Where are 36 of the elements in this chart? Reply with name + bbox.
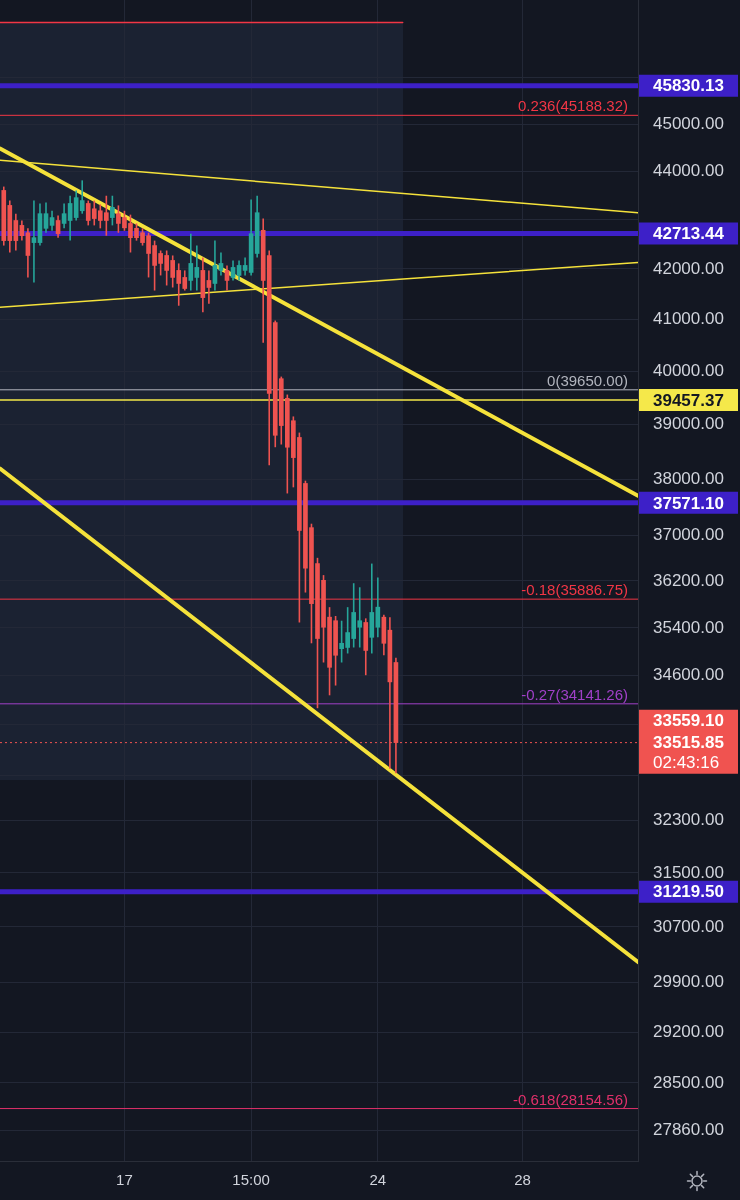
y-tick-label: 44000.00 (653, 160, 724, 180)
y-tick-label: 45000.00 (653, 113, 724, 133)
x-tick-label: 17 (116, 1171, 133, 1189)
y-tick-label: 27860.00 (653, 1120, 724, 1140)
x-tick-label: 24 (369, 1171, 387, 1189)
y-tick-label: 29200.00 (653, 1021, 724, 1041)
ref-line-label: 31219.50 (653, 882, 724, 902)
ref-line-label: 0(39650.00) (547, 371, 628, 389)
y-tick-label: 31500.00 (653, 862, 724, 882)
y-tick-label: 37000.00 (653, 524, 724, 544)
y-tick-label: 32300.00 (653, 809, 724, 829)
x-tick-label: 15:00 (232, 1171, 270, 1189)
candlestick (31, 200, 37, 283)
y-tick-label: 29900.00 (653, 971, 724, 991)
y-tick-label: 35400.00 (653, 617, 724, 637)
y-tick-label: 38000.00 (653, 468, 724, 488)
ref-line-label: 33515.85 (653, 733, 724, 753)
y-tick-label: 36200.00 (653, 570, 724, 590)
ref-line-label: 39457.37 (653, 390, 724, 410)
y-tick-label: 39000.00 (653, 414, 724, 434)
text: 33559.10 (653, 711, 724, 731)
y-tick-label: 42000.00 (653, 258, 724, 278)
y-tick-label: 41000.00 (653, 309, 724, 329)
ref-line-label: 42713.44 (653, 224, 725, 244)
x-tick-label: 28 (514, 1171, 531, 1189)
ref-line-label: 0.236(45188.32) (517, 97, 628, 115)
y-tick-label: 40000.00 (653, 361, 724, 381)
ref-line-label: -0.27(34141.26) (521, 685, 628, 703)
y-tick-label: 30700.00 (653, 916, 724, 936)
y-tick-label: 34600.00 (653, 665, 724, 685)
text: 02:43:16 (653, 753, 720, 773)
ref-line-label: 37571.10 (653, 493, 724, 513)
y-tick-label: 28500.00 (653, 1072, 724, 1092)
ref-line-label: -0.18(35886.75) (521, 581, 628, 599)
ref-line-label: -0.618(28154.56) (512, 1090, 628, 1108)
ref-line-label: 45830.13 (653, 76, 724, 96)
